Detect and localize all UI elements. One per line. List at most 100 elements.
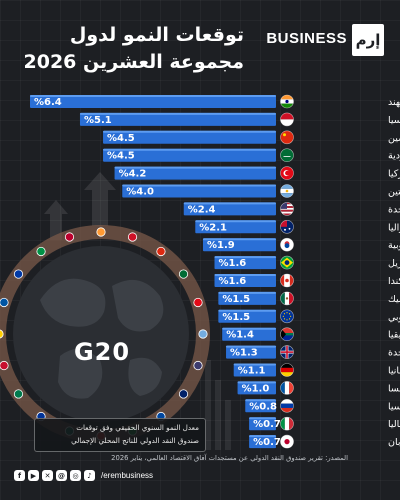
category-label-eu: الاتحاد الأوروبي (388, 311, 400, 323)
social-links: f ▶ ✕ @ ◎ ♪ /erembusiness (14, 470, 153, 481)
flag-usa-icon (280, 202, 294, 216)
category-label-south-africa: جنوب إفريقيا (388, 330, 400, 341)
bar-highlight-brazil (214, 256, 276, 259)
ring-flag-india-icon (96, 227, 106, 237)
category-label-saudi: السعودية (388, 151, 400, 162)
brand-name: BUSINESS (266, 30, 347, 47)
value-label-italy: %0.7 (253, 419, 281, 430)
bar-saudi (103, 148, 276, 162)
threads-icon[interactable]: @ (56, 470, 67, 481)
flag-indonesia-icon (280, 112, 294, 126)
value-label-usa: %2.4 (188, 204, 216, 215)
flag-ring (280, 416, 294, 431)
facebook-icon[interactable]: f (14, 470, 25, 481)
flag-ring (280, 255, 294, 270)
bar-germany (233, 363, 276, 377)
bar-highlight-russia (245, 399, 276, 402)
flag-brazil-icon (280, 256, 294, 270)
flag-japan-icon (280, 435, 294, 449)
category-label-germany: ألمانيا (388, 364, 400, 377)
bar-highlight-south-africa (222, 327, 276, 330)
title-line-1: توقعات النمو لدول (69, 24, 244, 46)
category-label-france: فرنسا (388, 383, 400, 394)
bar-turkey (114, 166, 276, 180)
flag-ring (280, 148, 294, 162)
instagram-icon[interactable]: ◎ (70, 470, 81, 481)
value-label-saudi: %4.5 (107, 151, 135, 162)
category-label-argentina: الأرجنتين (388, 186, 400, 198)
value-label-mexico: %1.5 (222, 294, 250, 305)
ring-flag-australia-icon (178, 389, 189, 399)
bar-korea (202, 238, 276, 252)
ring-flag-uk-icon (0, 360, 9, 371)
ring-flag-saudi-icon (178, 269, 189, 279)
bar-highlight-argentina (122, 184, 276, 187)
value-label-russia: %0.8 (249, 401, 277, 412)
ring-flag-china-icon (156, 246, 166, 257)
legend-line-2: صندوق النقد الدولي للناتج المحلي الإجمال… (71, 436, 199, 445)
youtube-icon[interactable]: ▶ (28, 470, 39, 481)
chart-legend-note: معدل النمو السنوي الحقيقي وفق توقعات صند… (34, 418, 206, 452)
flag-ring (280, 166, 294, 180)
bar-highlight-china (103, 130, 276, 133)
flag-ring (280, 94, 294, 109)
bar-usa (183, 202, 276, 216)
bar-highlight-eu (218, 309, 276, 312)
category-label-brazil: البرازيل (388, 258, 400, 269)
category-label-italy: إيطاليا (388, 419, 400, 430)
bar-russia (245, 399, 276, 413)
bar-highlight-indonesia (79, 112, 276, 115)
bar-highlight-turkey (114, 166, 276, 169)
ring-flag-turkey-icon (193, 297, 203, 308)
bar-mexico (218, 291, 276, 305)
bar-eu (218, 309, 276, 323)
value-label-turkey: %4.2 (119, 169, 147, 180)
category-label-korea: كوريا الجنوبية (388, 240, 400, 251)
flag-ring (280, 202, 294, 216)
flag-uk-icon (280, 345, 294, 359)
bar-highlight-mexico (218, 291, 276, 294)
value-label-canada: %1.6 (219, 276, 247, 287)
flag-ring (280, 363, 294, 377)
flag-italy-icon (280, 417, 294, 431)
category-label-uk: المملكة المتحدة (388, 348, 400, 359)
g20-badge: G20 (73, 338, 131, 366)
bar-australia (195, 220, 276, 234)
bar-highlight-usa (183, 202, 276, 205)
value-label-argentina: %4.0 (126, 187, 154, 198)
flag-mexico-icon (280, 291, 294, 305)
bar-highlight-korea (202, 238, 276, 241)
bar-japan (249, 435, 276, 449)
globe-continents (40, 278, 164, 399)
bar-uk (226, 345, 276, 359)
bar-canada (214, 274, 276, 287)
flag-turkey-icon (280, 166, 294, 180)
category-label-australia: أستراليا (388, 220, 400, 233)
flag-ring (280, 237, 294, 252)
bar-france (237, 381, 276, 395)
ring-flag-argentina-icon (198, 329, 208, 339)
bar-highlight-india (30, 95, 276, 97)
category-label-russia: روسيا (388, 401, 400, 412)
bar-south-africa (222, 327, 276, 341)
logo-mark: إرم (352, 24, 384, 56)
x-icon[interactable]: ✕ (42, 470, 53, 481)
category-label-turkey: تركيا (388, 169, 400, 180)
category-label-china: الصين (388, 133, 400, 144)
social-handle[interactable]: /erembusiness (101, 471, 154, 480)
flag-eu-icon (280, 309, 294, 323)
category-label-canada: كندا (388, 276, 400, 287)
tiktok-icon[interactable]: ♪ (84, 470, 95, 481)
category-label-india: الهند (388, 97, 400, 108)
value-label-brazil: %1.6 (219, 258, 247, 269)
flag-ring (280, 273, 294, 288)
value-label-india: %6.4 (34, 97, 62, 108)
flag-russia-icon (280, 399, 294, 413)
category-label-japan: اليابان (388, 437, 400, 448)
bar-highlight-saudi (103, 148, 276, 151)
bar-brazil (214, 256, 276, 270)
flag-ring (280, 434, 294, 449)
flag-korea-icon (280, 238, 294, 252)
